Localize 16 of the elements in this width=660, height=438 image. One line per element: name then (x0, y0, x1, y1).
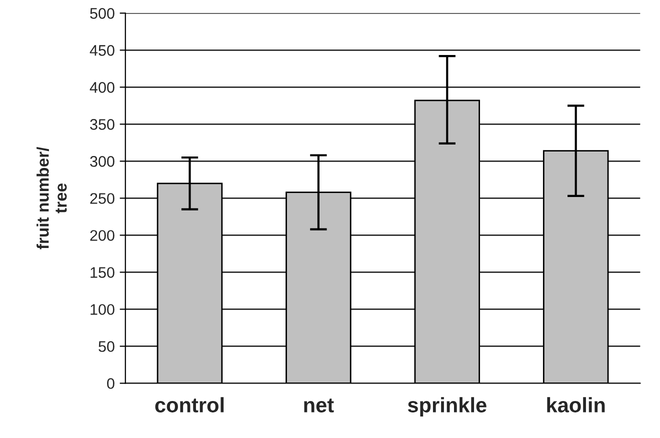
y-tick-label: 450 (90, 45, 114, 56)
y-tick-label: 250 (90, 193, 114, 204)
y-tick-label: 150 (90, 267, 114, 278)
x-tick-label: control (155, 397, 224, 412)
y-tick-label: 350 (90, 119, 114, 130)
y-tick-label: 300 (90, 156, 114, 167)
y-tick-label: 200 (90, 230, 114, 241)
y-tick-label: 50 (98, 341, 114, 352)
x-tick-label: kaolin (547, 397, 605, 412)
x-tick-label: net (304, 398, 334, 412)
y-axis-title: fruit number/ tree (36, 146, 67, 250)
x-tick-label: sprinkle (408, 397, 486, 417)
y-tick-label: 100 (90, 304, 114, 315)
y-tick-label: 500 (90, 8, 114, 19)
y-tick-label: 0 (107, 378, 114, 389)
y-tick-label: 400 (90, 82, 114, 93)
